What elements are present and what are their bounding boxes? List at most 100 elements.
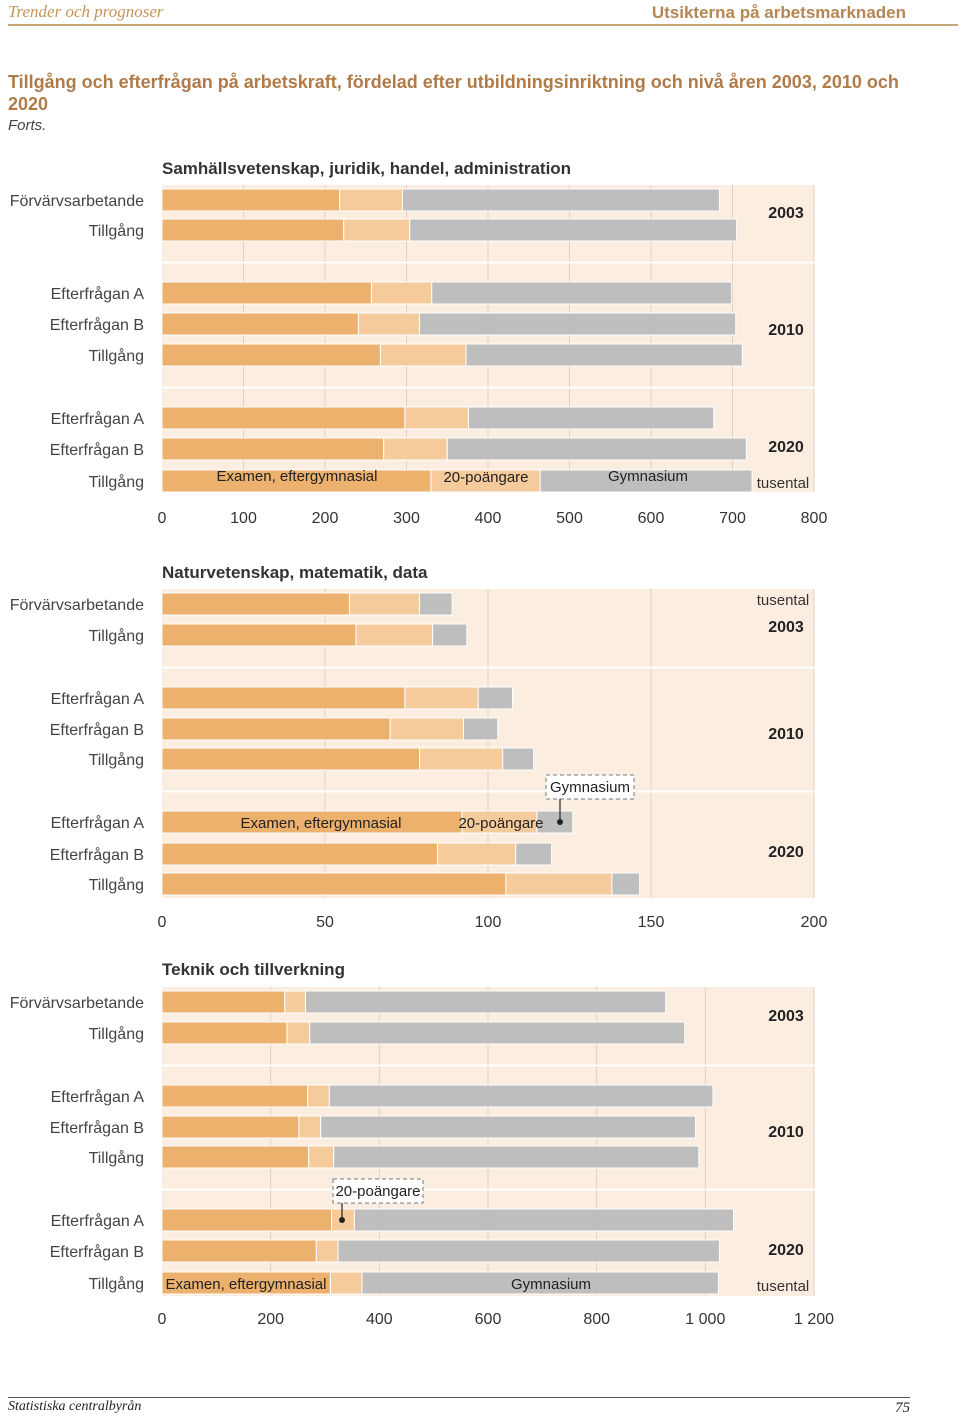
bar-gymnasium [361, 1271, 719, 1295]
x-tick-label: 200 [312, 510, 339, 527]
x-tick-label: 300 [393, 510, 420, 527]
series-label: 20-poängare [335, 1183, 420, 1200]
year-label: 2020 [768, 439, 804, 456]
row-label: Efterfrågan B [50, 316, 144, 334]
bar-examen [161, 218, 345, 242]
bar-examen [161, 1145, 310, 1169]
x-tick-label: 1 200 [794, 1311, 834, 1328]
header-section-title: Trender och prognoser [8, 2, 164, 21]
row-label: Tillgång [89, 627, 144, 645]
callout-box [332, 1178, 424, 1204]
x-tick-label: 200 [257, 1311, 284, 1328]
x-tick-label: 0 [158, 1311, 167, 1328]
bar-gymnasium [611, 872, 641, 896]
chart-title: Naturvetenskap, matematik, data [162, 563, 428, 582]
bar-examen [161, 1115, 300, 1139]
bar-20-poang [357, 312, 421, 336]
year-label: 2010 [768, 322, 804, 339]
bar-gymnasium [304, 990, 667, 1014]
bar-gymnasium [353, 1208, 735, 1232]
callout-box [545, 774, 635, 800]
bar-gymnasium [477, 686, 513, 710]
unit-label: tusental [757, 1278, 810, 1295]
bar-gymnasium [337, 1239, 720, 1263]
unit-label: tusental [757, 475, 810, 492]
row-label: Tillgång [89, 1025, 144, 1043]
series-label: Gymnasium [550, 779, 630, 796]
bar-gymnasium [419, 592, 453, 616]
x-tick-label: 400 [475, 510, 502, 527]
bar-examen [161, 1239, 317, 1263]
row-label: Efterfrågan A [51, 690, 145, 708]
bar-gymnasium [465, 343, 743, 367]
bar-20-poang [348, 592, 421, 616]
page-number: 75 [895, 1400, 910, 1416]
bar-examen [161, 842, 438, 866]
row-label: Förvärvsarbetande [10, 995, 144, 1012]
bar-gymnasium [446, 437, 747, 461]
header-rule [8, 24, 958, 26]
bar-gymnasium [419, 312, 737, 336]
row-label: Efterfrågan B [50, 1119, 144, 1137]
row-label: Efterfrågan A [51, 285, 145, 303]
bar-examen [161, 623, 357, 647]
bar-gymnasium [515, 842, 553, 866]
bar-gymnasium [502, 747, 535, 771]
bar-20-poang [308, 1145, 335, 1169]
x-tick-label: 500 [556, 510, 583, 527]
footer-publisher: Statistiska centralbyrån [8, 1399, 142, 1414]
bar-20-poang [355, 623, 434, 647]
bar-20-poang [436, 842, 517, 866]
x-tick-label: 1 000 [685, 1311, 725, 1328]
x-tick-label: 700 [719, 510, 746, 527]
bar-gymnasium [328, 1084, 714, 1108]
bar-20-poang [404, 686, 479, 710]
bar-20-poang [329, 1271, 363, 1295]
x-tick-label: 0 [158, 914, 167, 931]
bar-gymnasium [536, 810, 574, 834]
row-label: Efterfrågan B [50, 721, 144, 739]
year-label: 2020 [768, 1242, 804, 1259]
figure-subtitle: Forts. [8, 117, 47, 134]
figure-title: Tillgång och efterfrågan på arbetskraft,… [8, 72, 899, 114]
chart-title: Teknik och tillverkning [162, 960, 345, 979]
bar-examen [161, 747, 421, 771]
x-tick-label: 150 [638, 914, 665, 931]
row-label: Tillgång [89, 347, 144, 365]
bar-20-poang [286, 1021, 311, 1045]
series-label: 20-poängare [458, 815, 543, 832]
bar-gymnasium [409, 218, 738, 242]
bar-gymnasium [333, 1145, 700, 1169]
bar-examen [161, 686, 406, 710]
bar-20-poang [379, 343, 467, 367]
bar-gymnasium [320, 1115, 697, 1139]
callout-dot [557, 819, 563, 825]
x-tick-label: 400 [366, 1311, 393, 1328]
row-label: Efterfrågan B [50, 441, 144, 459]
bar-20-poang [284, 990, 306, 1014]
row-label: Förvärvsarbetande [10, 193, 144, 210]
row-label: Tillgång [89, 876, 144, 894]
bar-examen [161, 281, 372, 305]
x-tick-label: 600 [475, 1311, 502, 1328]
stacked-bar-charts: Samhällsvetenskap, juridik, handel, admi… [10, 159, 834, 1328]
bar-examen [161, 406, 406, 430]
bar-20-poang [419, 747, 504, 771]
bar-examen [161, 990, 286, 1014]
year-label: 2020 [768, 844, 804, 861]
year-label: 2010 [768, 726, 804, 743]
row-label: Tillgång [89, 1149, 144, 1167]
year-label: 2003 [768, 1008, 804, 1025]
bar-gymnasium [463, 717, 499, 741]
bar-20-poang [339, 188, 403, 212]
row-label: Efterfrågan A [51, 410, 145, 428]
bar-20-poang [389, 717, 465, 741]
year-label: 2003 [768, 205, 804, 222]
bar-20-poang [315, 1239, 339, 1263]
row-label: Efterfrågan A [51, 814, 145, 832]
bar-examen [161, 1021, 288, 1045]
x-tick-label: 800 [583, 1311, 610, 1328]
bar-20-poang [307, 1084, 330, 1108]
bar-20-poang [404, 406, 469, 430]
row-label: Tillgång [89, 473, 144, 491]
